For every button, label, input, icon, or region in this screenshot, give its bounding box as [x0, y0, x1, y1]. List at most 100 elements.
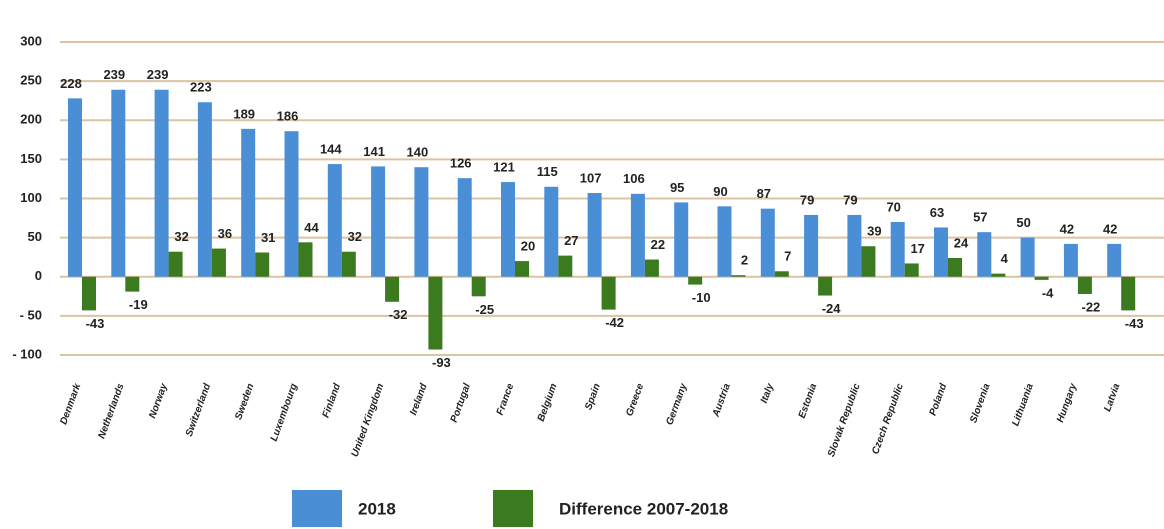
bar: [847, 214, 862, 277]
data-label: 27: [564, 233, 578, 248]
bar: [327, 164, 342, 277]
data-label: -25: [475, 302, 494, 317]
x-tick-label: Latvia: [1102, 382, 1122, 413]
bar: [298, 242, 313, 277]
x-tick-label: Belgium: [536, 382, 560, 423]
data-label: -42: [605, 315, 624, 330]
bar: [861, 246, 876, 277]
bar: [558, 255, 573, 277]
bar: [804, 214, 819, 277]
bar: [774, 271, 789, 277]
data-label: 228: [60, 76, 82, 91]
bar: [341, 251, 356, 277]
bar: [414, 167, 429, 277]
bar: [674, 202, 689, 277]
bar: [154, 89, 169, 277]
x-tick-label: Poland: [928, 381, 950, 417]
bar: [125, 276, 140, 292]
data-label: 95: [670, 180, 684, 195]
data-label: 42: [1060, 221, 1074, 236]
data-label: 121: [493, 160, 515, 175]
data-label: 189: [233, 106, 255, 121]
data-label: 87: [757, 186, 771, 201]
data-label: 31: [261, 230, 275, 245]
bar: [1034, 276, 1049, 280]
data-label: 115: [537, 164, 558, 179]
data-label: 57: [973, 210, 987, 225]
data-label: 141: [363, 144, 385, 159]
bar: [587, 193, 602, 277]
bar: [255, 252, 270, 277]
data-label: -43: [1125, 316, 1144, 331]
bar: [197, 102, 212, 277]
x-tick-label: Austria: [710, 382, 733, 419]
data-label: 144: [320, 142, 342, 157]
x-tick-label: Luxembourg: [269, 382, 300, 443]
data-label: 50: [1016, 215, 1030, 230]
bar: [111, 89, 126, 277]
x-tick-label: Denmark: [58, 382, 83, 426]
data-label: 70: [886, 199, 900, 214]
bar: [544, 186, 559, 277]
data-label: -32: [389, 307, 408, 322]
bar: [904, 263, 919, 277]
y-tick-label: - 50: [20, 307, 42, 322]
data-label: 140: [407, 145, 429, 160]
data-label: 223: [190, 80, 212, 95]
bar: [457, 178, 472, 277]
bar: [991, 273, 1006, 277]
data-label: -10: [692, 290, 711, 305]
bar: [731, 275, 746, 277]
bar: [760, 208, 775, 277]
data-label: 63: [930, 205, 944, 220]
x-tick-label: France: [495, 382, 517, 417]
y-tick-label: - 100: [12, 346, 42, 361]
data-label: 17: [910, 241, 924, 256]
data-label: 90: [713, 184, 727, 199]
bar: [68, 98, 82, 277]
data-label: 4: [1001, 251, 1009, 266]
x-tick-label: Finland: [321, 381, 344, 419]
bar: [82, 276, 96, 311]
bar: [934, 227, 948, 277]
legend-label: Difference 2007-2018: [559, 499, 728, 518]
bar: [241, 128, 256, 277]
data-label: 239: [147, 67, 169, 82]
bar: [688, 276, 703, 285]
data-label: 39: [867, 224, 881, 239]
data-label: -24: [822, 301, 842, 316]
data-label: 32: [174, 229, 188, 244]
bar: [385, 276, 400, 302]
x-tick-label: Estonia: [797, 382, 820, 420]
x-tick-label: Germany: [664, 382, 689, 427]
bar: [977, 232, 992, 277]
data-label: 7: [784, 249, 791, 264]
data-label: 186: [277, 109, 299, 124]
y-tick-label: 150: [20, 151, 42, 166]
bar: [818, 276, 833, 296]
bar: [1020, 237, 1035, 277]
data-label: 126: [450, 156, 472, 171]
x-tick-label: Hungary: [1055, 382, 1079, 424]
data-label: 24: [954, 235, 969, 250]
x-tick-label: Lithuania: [1010, 382, 1036, 428]
legend-swatch: [493, 490, 533, 527]
y-tick-label: 200: [20, 112, 42, 127]
data-label: 22: [651, 237, 665, 252]
bar: [948, 257, 962, 277]
bar: [284, 131, 299, 277]
bar: [1077, 276, 1092, 294]
data-label: -19: [129, 297, 148, 312]
x-tick-label: Czech Republic: [870, 382, 906, 456]
data-label: 79: [843, 192, 857, 207]
data-label: -43: [86, 316, 105, 331]
data-label: 107: [580, 170, 602, 185]
data-label: 44: [304, 220, 319, 235]
bar: [211, 248, 226, 277]
data-label: 239: [103, 67, 125, 82]
x-tick-label: Sweden: [233, 382, 256, 421]
data-label: 32: [348, 229, 362, 244]
data-label: 106: [623, 171, 645, 186]
bar: [717, 206, 732, 277]
